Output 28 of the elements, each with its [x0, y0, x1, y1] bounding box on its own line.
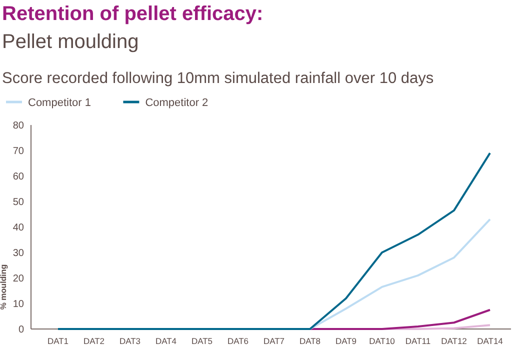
legend-label: Competitor 1	[28, 97, 91, 109]
x-tick-label: DAT7	[263, 336, 285, 346]
chart-subtitle: Pellet moulding	[2, 31, 139, 53]
x-tick-label: DAT8	[299, 336, 321, 346]
x-tick-label: DAT11	[405, 336, 431, 346]
x-tick-label: DAT3	[119, 336, 141, 346]
x-tick-label: DAT4	[155, 336, 177, 346]
x-tick-label: DAT1	[47, 336, 69, 346]
y-tick-label: 40	[12, 222, 24, 234]
y-tick-label: 70	[12, 146, 24, 157]
y-tick-label: 0	[18, 324, 24, 336]
y-tick-label: 80	[12, 120, 24, 132]
y-tick-label: 20	[12, 274, 24, 284]
y-tick-label: 50	[12, 197, 24, 208]
y-tick-label: 60	[12, 172, 24, 182]
chart-title: Retention of pellet efficacy:	[2, 3, 264, 25]
x-tick-label: DAT5	[191, 336, 213, 346]
x-tick-label: DAT10	[369, 336, 396, 346]
x-tick-label: DAT9	[335, 336, 357, 346]
y-tick-label: 30	[12, 248, 24, 259]
legend-label: Competitor 2	[145, 97, 208, 109]
x-tick-label: DAT14	[477, 336, 504, 346]
text: Score recorded following 10mm simulated rainfall over 10 days	[2, 70, 434, 87]
x-tick-label: DAT12	[441, 336, 468, 346]
x-tick-label: DAT6	[227, 336, 249, 346]
y-axis-title: % moulding	[0, 264, 8, 310]
y-tick-label: 10	[12, 299, 24, 310]
x-tick-label: DAT2	[83, 336, 105, 346]
